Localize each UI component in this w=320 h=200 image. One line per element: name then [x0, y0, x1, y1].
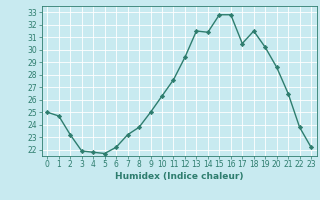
X-axis label: Humidex (Indice chaleur): Humidex (Indice chaleur) — [115, 172, 244, 181]
